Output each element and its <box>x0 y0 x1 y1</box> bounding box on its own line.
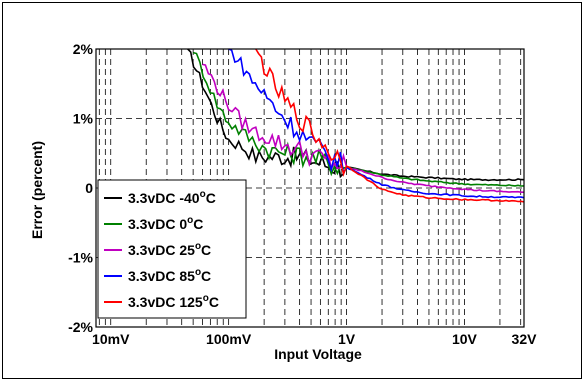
x-tick-label: 10V <box>452 331 478 347</box>
legend-entry: 3.3vDC -40oC <box>128 189 216 206</box>
series-layer <box>187 48 525 203</box>
series-line <box>202 63 524 193</box>
legend-entry: 3.3vDC 85oC <box>128 267 211 284</box>
legend-entry: 3.3vDC 125oC <box>128 293 219 310</box>
y-tick-label: 2% <box>73 41 94 57</box>
legend-entry: 3.3vDC 0oC <box>128 215 203 232</box>
legend: 3.3vDC -40oC 3.3vDC 0oC 3.3vDC 25oC 3.3vDC … <box>97 179 247 319</box>
x-tick-label: 32V <box>512 331 538 347</box>
legend-box <box>97 179 247 319</box>
legend-entry: 3.3vDC 25oC <box>128 241 211 258</box>
tick-layer: 10mV 100mV 1V 10V 32V 2% 1% 0 -1% -2% <box>68 41 537 347</box>
x-tick-label: 100mV <box>206 331 252 347</box>
y-tick-label: -1% <box>68 250 93 266</box>
series-line <box>192 51 525 187</box>
x-tick-label: 10mV <box>92 331 130 347</box>
series-line <box>228 48 525 199</box>
y-tick-label: -2% <box>68 319 93 335</box>
series-line <box>255 48 525 203</box>
x-tick-label: 1V <box>338 331 356 347</box>
plot-border <box>95 48 525 328</box>
series-line <box>187 48 525 182</box>
y-tick-label: 1% <box>73 111 94 127</box>
x-axis-label: Input Voltage <box>274 346 362 362</box>
y-tick-label: 0 <box>85 180 93 196</box>
y-axis-label: Error (percent) <box>29 141 45 239</box>
